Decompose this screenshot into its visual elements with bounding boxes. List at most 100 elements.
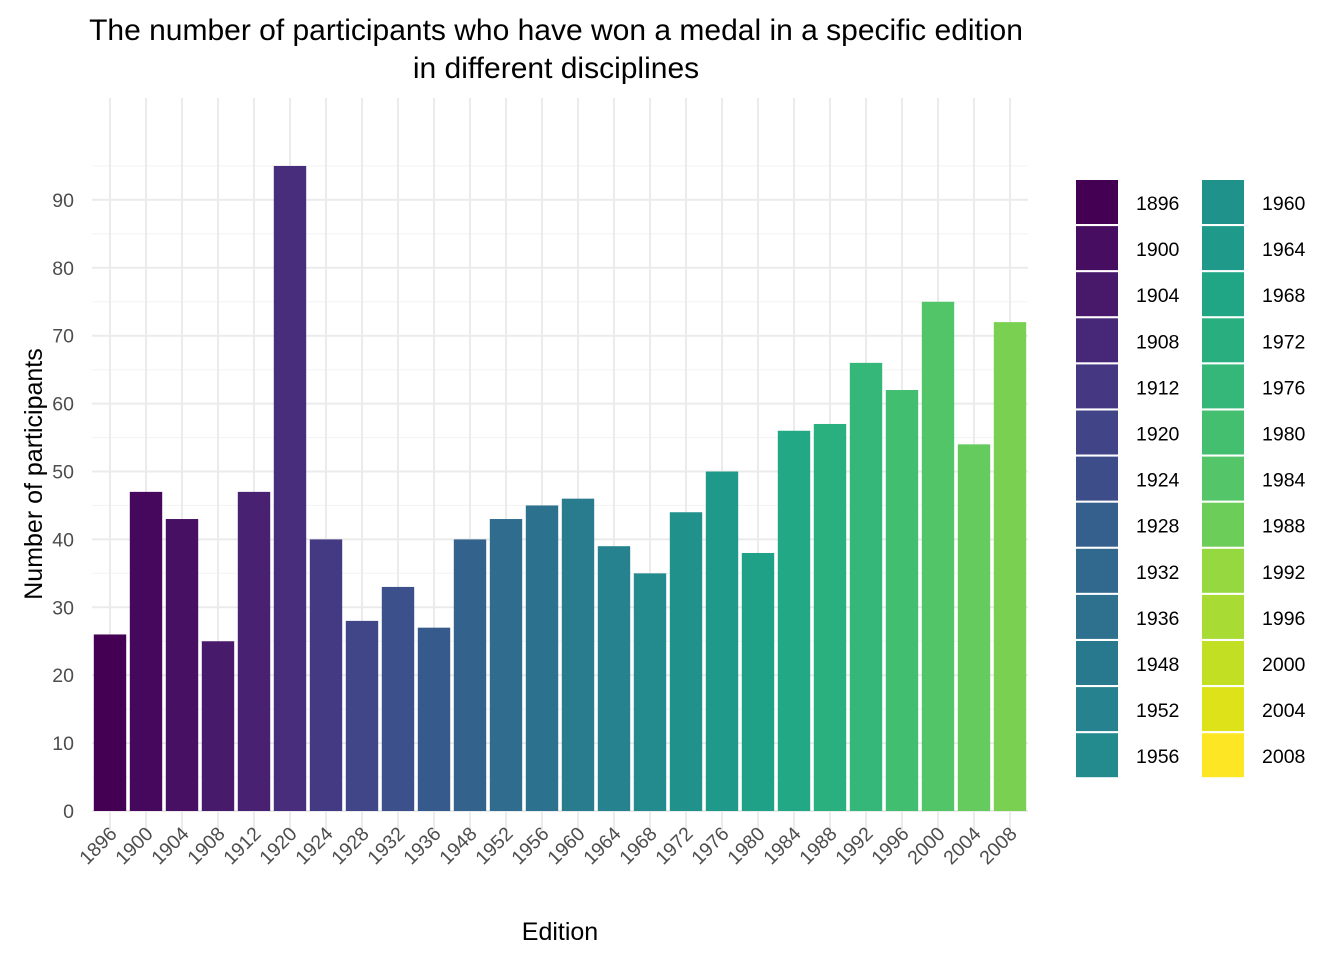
legend-key-1960 [1202,180,1244,224]
bar-1904 [165,519,199,811]
legend-key-1912 [1076,364,1118,409]
bar-1912 [237,491,271,811]
y-axis-ticks: 0 10 20 30 40 50 60 70 80 90 [52,190,74,823]
x-tick-label: 1988 [795,823,841,869]
legend-label-1932: 1932 [1136,562,1179,584]
legend-label-2000: 2000 [1262,654,1306,676]
legend-key-1984 [1202,456,1244,501]
legend-key-1992 [1202,548,1244,593]
legend-label-2004: 2004 [1262,700,1306,722]
legend-key-1924 [1076,456,1118,501]
x-tick-label: 2004 [939,823,985,869]
legend-label-1980: 1980 [1262,424,1306,446]
y-tick-label: 80 [52,258,74,280]
bar-1896 [93,634,127,811]
legend-key-1956 [1076,733,1118,778]
legend-key-1976 [1202,364,1244,409]
legend-key-2004 [1202,687,1244,732]
legend-key-1896 [1076,180,1118,224]
x-tick-label: 1904 [147,823,193,869]
x-tick-label: 1960 [543,823,589,869]
x-tick-label: 1928 [327,823,373,869]
x-tick-label: 1920 [255,823,301,869]
x-tick-label: 1964 [579,823,625,869]
legend-label-1936: 1936 [1136,608,1179,630]
x-tick-label: 1936 [399,823,445,869]
y-tick-label: 0 [63,801,74,823]
legend-label-1992: 1992 [1262,562,1305,584]
x-tick-label: 1896 [75,823,121,869]
bar-1920 [273,165,307,811]
bars [93,165,1027,811]
x-tick-label: 1924 [291,823,337,869]
bar-1984 [777,430,811,811]
legend-key-1972 [1202,318,1244,363]
x-tick-label: 2008 [975,823,1021,869]
x-tick-label: 1956 [507,823,553,869]
legend-label-1964: 1964 [1262,239,1306,261]
x-tick-label: 1900 [111,823,157,869]
legend-key-1900 [1076,226,1118,271]
legend-key-1952 [1076,687,1118,732]
bar-1956 [525,505,559,811]
y-tick-label: 50 [52,462,74,484]
bar-1936 [417,627,451,811]
bar-1900 [129,491,163,811]
x-axis-title: Edition [522,918,598,946]
legend-label-1896: 1896 [1136,193,1179,215]
legend-key-1988 [1202,502,1244,547]
bar-1988 [813,423,847,811]
legend-key-1964 [1202,226,1244,271]
bar-1928 [345,620,379,811]
legend-label-1924: 1924 [1136,470,1180,492]
y-tick-label: 60 [52,394,74,416]
legend-label-1952: 1952 [1136,700,1179,722]
y-axis-title: Number of participants [20,348,48,600]
bar-1952 [489,519,523,811]
legend-key-1908 [1076,318,1118,363]
legend-key-2008 [1202,733,1244,778]
bar-1964 [597,546,631,811]
x-tick-label: 1948 [435,823,481,869]
bar-2000 [921,301,955,811]
y-tick-label: 20 [52,665,74,687]
legend-label-1920: 1920 [1136,424,1180,446]
legend-label-1972: 1972 [1262,331,1305,353]
x-tick-label: 1908 [183,823,229,869]
legend-label-1996: 1996 [1262,608,1305,630]
x-tick-label: 1996 [867,823,913,869]
legend-label-1912: 1912 [1136,377,1179,399]
bar-1908 [201,641,235,811]
legend-label-1948: 1948 [1136,654,1179,676]
x-tick-label: 1952 [471,823,517,869]
legend-key-1980 [1202,410,1244,455]
bar-1968 [633,573,667,811]
legend-label-1960: 1960 [1262,193,1306,215]
bar-1976 [705,471,739,811]
legend-label-1956: 1956 [1136,746,1179,768]
x-tick-label: 1972 [651,823,697,869]
x-tick-label: 1992 [831,823,877,869]
bar-1924 [309,539,343,811]
legend-label-1904: 1904 [1136,285,1180,307]
legend-key-1948 [1076,641,1118,685]
x-tick-label: 1976 [687,823,733,869]
bar-1948 [453,539,487,811]
legend-key-1996 [1202,594,1244,639]
x-tick-label: 1980 [723,823,769,869]
bar-1996 [885,390,919,811]
y-tick-label: 70 [52,326,74,348]
y-tick-label: 10 [52,733,74,755]
legend-label-1984: 1984 [1262,470,1306,492]
legend-key-1920 [1076,410,1118,455]
bar-2008 [993,322,1027,811]
legend-key-1932 [1076,548,1118,593]
legend-label-2008: 2008 [1262,746,1305,768]
legend-label-1928: 1928 [1136,516,1179,538]
x-tick-label: 2000 [903,823,949,869]
chart-title-line-1: The number of participants who have won … [89,14,1023,47]
bar-1980 [741,552,775,811]
bar-1960 [561,498,595,811]
legend-key-2000 [1202,641,1244,685]
x-tick-label: 1912 [219,823,265,869]
